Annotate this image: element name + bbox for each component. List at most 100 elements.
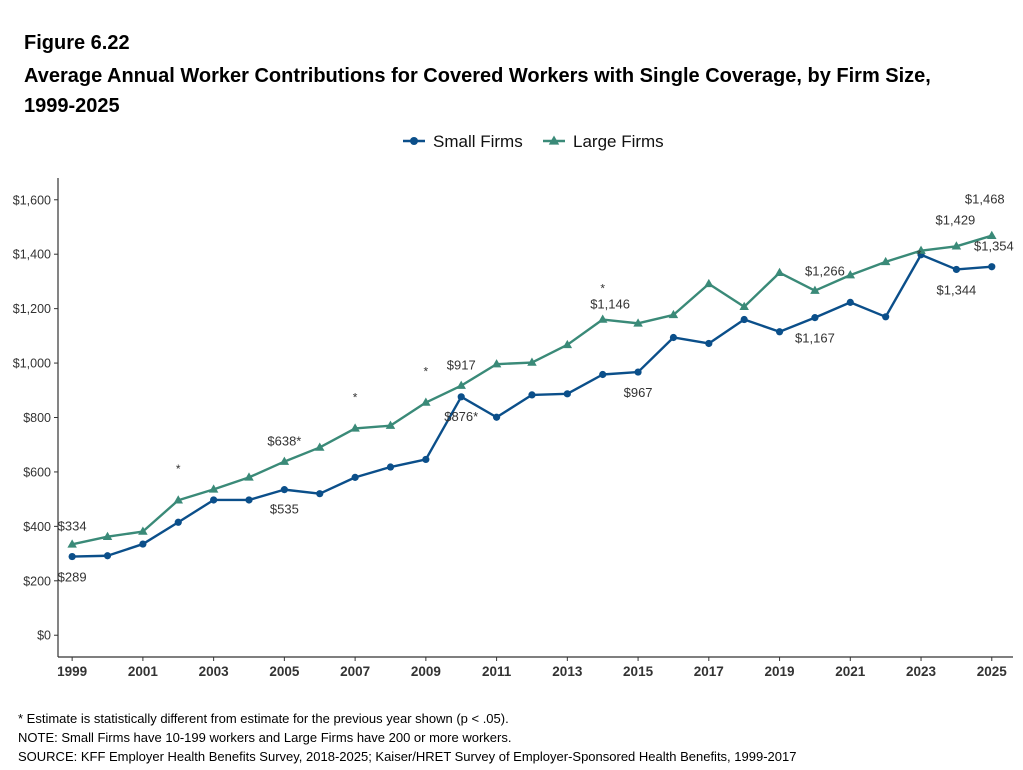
legend-label-small: Small Firms	[433, 132, 523, 151]
figure-label: Figure 6.22	[24, 32, 130, 54]
x-tick-label: 2019	[765, 664, 795, 679]
small-firms-point	[245, 496, 253, 504]
x-tick-label: 2009	[411, 664, 441, 679]
large-firms-point	[562, 339, 573, 349]
data-label: $638*	[267, 434, 301, 449]
large-firms-point	[491, 359, 502, 368]
x-tick-label: 2011	[482, 664, 512, 679]
small-firms-point	[386, 463, 395, 471]
y-tick-label: $1,000	[13, 357, 51, 371]
large-firms-point	[845, 270, 856, 279]
large-firms-point	[421, 397, 431, 406]
small-firms-point	[492, 413, 501, 421]
y-tick-label: $200	[23, 574, 51, 588]
x-tick-label: 2025	[977, 664, 1008, 679]
x-tick-label: 2023	[906, 664, 937, 679]
data-labels: $334 $289 $535 $638* $917 $876* $1,146 $967 $1,2…	[58, 192, 1014, 585]
large-firms-line	[71, 234, 993, 546]
large-firms-point	[138, 526, 148, 535]
significance-asterisk: *	[917, 248, 922, 262]
data-label: $1,429	[936, 212, 976, 227]
small-firms-point	[351, 473, 359, 481]
small-firms-point	[316, 490, 324, 498]
large-firms-point	[456, 380, 466, 389]
x-tick-label: 2013	[552, 664, 583, 679]
small-firms-point	[811, 314, 819, 322]
data-label: $917	[447, 358, 476, 373]
large-firms-point	[173, 495, 184, 504]
y-tick-label: $1,400	[13, 248, 51, 262]
data-label: $1,468	[965, 192, 1005, 207]
small-firms-point	[988, 263, 996, 271]
source-note: SOURCE: KFF Employer Health Benefits Sur…	[18, 749, 797, 764]
small-firms-point	[882, 313, 890, 321]
y-tick-label: $400	[23, 520, 51, 534]
x-tick-label: 2007	[340, 664, 370, 679]
small-firms-point	[669, 333, 678, 342]
large-firms-point	[527, 357, 537, 366]
asterisk-note: * Estimate is statistically different fr…	[18, 711, 509, 726]
small-firms-point	[599, 370, 607, 379]
large-firms-point	[102, 531, 113, 540]
large-firms-point	[279, 456, 290, 465]
small-firms-point	[952, 265, 961, 274]
legend-marker-large	[548, 135, 560, 145]
x-tick-label: 2015	[623, 664, 654, 679]
small-firms-point	[422, 455, 430, 464]
significance-asterisk: *	[176, 462, 181, 476]
data-label: $1,146	[590, 296, 630, 311]
small-firms-point	[528, 391, 536, 399]
large-firms-point	[704, 278, 714, 288]
small-firms-point	[103, 552, 112, 560]
large-firms-point	[633, 318, 643, 327]
small-firms-point	[457, 393, 465, 401]
x-tick-label: 1999	[57, 664, 87, 679]
data-label: $1,344	[937, 282, 977, 297]
small-firms-point	[846, 298, 854, 306]
small-firms-point	[210, 496, 218, 504]
small-firms-point	[705, 339, 713, 348]
footnotes: * Estimate is statistically different fr…	[18, 709, 796, 766]
data-label: $876*	[444, 409, 478, 424]
small-firms-point	[280, 486, 288, 494]
legend: Small Firms Large Firms	[403, 132, 664, 151]
y-tick-label: $1,200	[13, 302, 51, 316]
line-chart: Small Firms Large Firms $0 $200 $400 $600 $80…	[13, 132, 1014, 679]
firm-size-note: NOTE: Small Firms have 10-199 workers an…	[18, 730, 512, 745]
large-firms-point	[350, 423, 360, 432]
y-tick-label: $800	[23, 411, 51, 425]
data-label: $1,167	[795, 331, 835, 346]
small-firms-point	[68, 552, 76, 561]
large-firms-point	[774, 267, 785, 276]
significance-asterisk: *	[353, 390, 358, 404]
y-tick-label: $600	[23, 465, 51, 479]
legend-label-large: Large Firms	[573, 132, 664, 151]
data-label: $1,266	[805, 264, 845, 279]
large-firms-point	[987, 230, 997, 239]
large-firms-point	[810, 285, 820, 294]
large-firms-point	[880, 256, 891, 266]
data-label: $967	[624, 385, 653, 400]
large-firms-point	[951, 241, 962, 250]
data-label: $334	[58, 518, 87, 533]
large-firms-point	[916, 245, 926, 254]
small-firms-point	[634, 368, 642, 376]
large-firms-point	[208, 484, 219, 493]
axes: $0 $200 $400 $600 $800 $1,000 $1,200 $1,400 $1,6…	[13, 178, 1013, 679]
small-firms-point	[563, 390, 571, 398]
significance-asterisk: *	[600, 282, 605, 296]
large-firms-point	[244, 472, 254, 481]
x-tick-label: 2003	[199, 664, 230, 679]
large-firms-point	[668, 309, 679, 319]
x-tick-label: 2005	[269, 664, 300, 679]
data-label: $535	[270, 502, 299, 517]
data-label: $289	[58, 570, 87, 585]
large-firms-point	[597, 314, 608, 323]
large-firms-point	[739, 301, 749, 310]
small-firms-line	[72, 253, 992, 558]
x-tick-label: 2021	[835, 664, 866, 679]
small-firms-point	[740, 315, 748, 324]
small-firms-point	[775, 328, 784, 336]
large-firms-point	[314, 442, 325, 451]
data-label: $1,354	[974, 239, 1014, 254]
